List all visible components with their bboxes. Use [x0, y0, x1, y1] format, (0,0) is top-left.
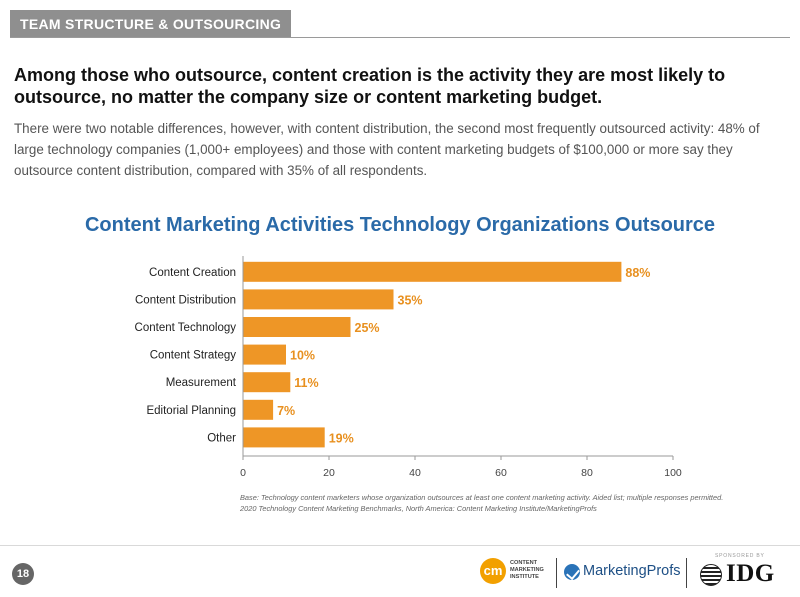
data-label: 35% — [398, 293, 423, 307]
bar — [243, 317, 351, 337]
sponsored-by-label: SPONSORED BY — [715, 553, 765, 559]
marketingprofs-wordmark: MarketingProfs — [583, 563, 681, 579]
category-label: Content Strategy — [150, 350, 237, 362]
section-tab: TEAM STRUCTURE & OUTSOURCING — [10, 10, 292, 38]
data-label: 19% — [329, 431, 354, 445]
category-label: Content Technology — [135, 322, 237, 334]
x-tick-label: 60 — [495, 467, 507, 479]
section-divider — [10, 37, 790, 38]
bar — [243, 261, 622, 282]
bar — [243, 427, 325, 448]
category-label: Other — [207, 432, 236, 444]
cmi-logo: cm CONTENT MARKETING INSTITUTE — [480, 556, 556, 588]
x-tick-label: 80 — [581, 467, 593, 479]
chart-source-note: Base: Technology content marketers whose… — [240, 492, 760, 514]
logo-divider — [686, 558, 687, 588]
category-label: Content Distribution — [135, 294, 236, 306]
data-label: 11% — [294, 376, 318, 390]
category-label: Editorial Planning — [146, 405, 236, 417]
cmi-logo-mark: cm — [480, 558, 506, 584]
bar — [243, 372, 291, 393]
marketingprofs-check-icon — [564, 564, 580, 580]
x-tick-label: 0 — [240, 467, 246, 479]
bar — [243, 289, 394, 310]
data-label: 88% — [625, 266, 650, 280]
page-number: 18 — [12, 563, 34, 585]
headline: Among those who outsource, content creat… — [14, 65, 726, 107]
x-tick-label: 40 — [409, 467, 421, 479]
footer-divider — [0, 545, 800, 546]
data-label: 25% — [355, 321, 380, 335]
intro-paragraph: There were two notable differences, howe… — [14, 121, 760, 178]
category-label: Measurement — [166, 377, 237, 389]
category-label: Content Creation — [149, 267, 236, 279]
idg-globe-icon — [700, 564, 722, 586]
x-tick-label: 100 — [664, 467, 682, 479]
cmi-logo-text: CONTENT MARKETING INSTITUTE — [510, 560, 544, 580]
source-line-1: Base: Technology content marketers whose… — [240, 493, 724, 502]
idg-wordmark: IDG — [726, 560, 775, 587]
bar — [243, 399, 274, 420]
chart-title: Content Marketing Activities Technology … — [84, 214, 716, 236]
data-label: 7% — [277, 404, 295, 418]
bar — [243, 344, 286, 365]
source-line-2: 2020 Technology Content Marketing Benchm… — [240, 504, 597, 513]
data-label: 10% — [290, 349, 315, 363]
logo-divider — [556, 558, 557, 588]
x-tick-label: 20 — [323, 467, 335, 479]
